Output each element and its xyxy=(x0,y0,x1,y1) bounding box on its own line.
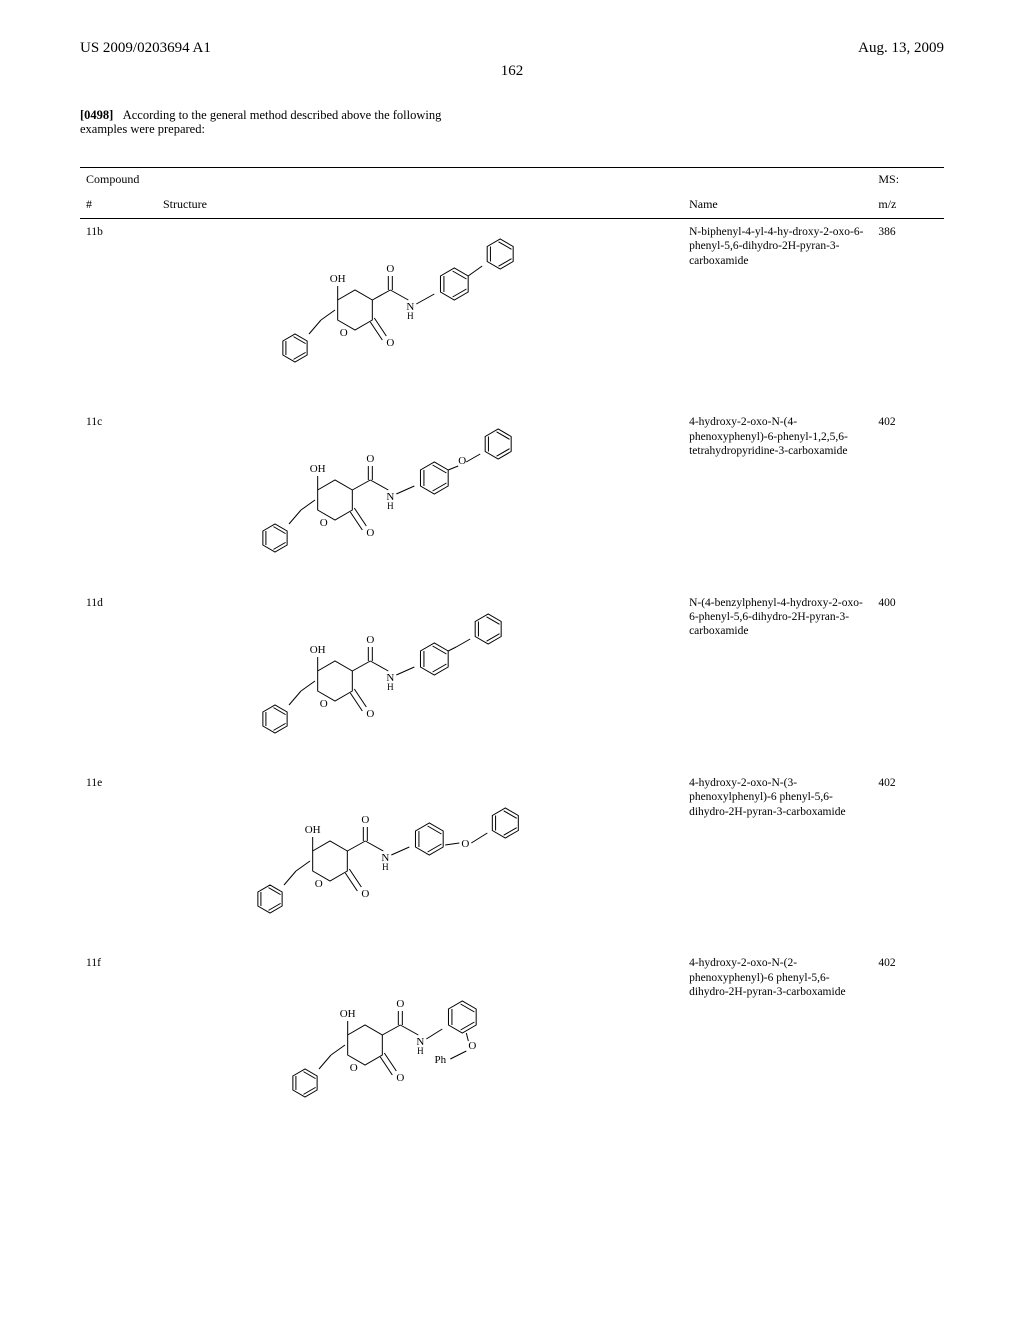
col-header-name: Name xyxy=(683,193,872,219)
compound-structure: OHONHOOO xyxy=(157,770,683,950)
table-row: 11cOHONHOOO4-hydroxy-2-oxo-N-(4-phenoxyp… xyxy=(80,409,944,589)
svg-text:OH: OH xyxy=(310,644,326,656)
patent-date: Aug. 13, 2009 xyxy=(858,40,944,57)
svg-text:H: H xyxy=(387,682,394,692)
svg-text:O: O xyxy=(386,337,394,349)
table-row: 11dOHONHOON-(4-benzylphenyl-4-hydroxy-2-… xyxy=(80,590,944,770)
svg-text:H: H xyxy=(387,501,394,511)
compound-mz: 402 xyxy=(872,950,944,1150)
compound-structure: OHONHOOOPh xyxy=(157,950,683,1150)
col-header-top-structure xyxy=(157,167,683,193)
patent-number: US 2009/0203694 A1 xyxy=(80,40,211,57)
col-header-structure: Structure xyxy=(157,193,683,219)
page-header: US 2009/0203694 A1 Aug. 13, 2009 xyxy=(80,40,944,57)
compound-name: N-biphenyl-4-yl-4-hy-droxy-2-oxo-6-pheny… xyxy=(683,218,872,409)
paragraph-text: According to the general method describe… xyxy=(80,108,441,136)
svg-text:OH: OH xyxy=(330,273,346,285)
svg-text:OH: OH xyxy=(310,463,326,475)
compound-structure: OHONHOOO xyxy=(157,409,683,589)
compound-name: 4-hydroxy-2-oxo-N-(2-phenoxyphenyl)-6 ph… xyxy=(683,950,872,1150)
svg-text:OH: OH xyxy=(340,1008,356,1020)
compound-mz: 400 xyxy=(872,590,944,770)
table-row: 11bOHONHOON-biphenyl-4-yl-4-hy-droxy-2-o… xyxy=(80,218,944,409)
col-header-top-compound: Compound xyxy=(80,167,157,193)
compound-id: 11f xyxy=(80,950,157,1150)
svg-text:O: O xyxy=(361,888,369,900)
svg-text:H: H xyxy=(417,1046,424,1056)
body-paragraph: [0498] According to the general method d… xyxy=(80,108,460,137)
svg-text:O: O xyxy=(350,1062,358,1074)
compound-id: 11b xyxy=(80,218,157,409)
svg-text:O: O xyxy=(366,453,374,465)
col-header-top-name xyxy=(683,167,872,193)
page-number: 162 xyxy=(80,63,944,80)
svg-text:O: O xyxy=(320,698,328,710)
compound-table-body: 11bOHONHOON-biphenyl-4-yl-4-hy-droxy-2-o… xyxy=(80,218,944,1150)
svg-text:O: O xyxy=(366,708,374,720)
compound-name: N-(4-benzylphenyl-4-hydroxy-2-oxo-6-phen… xyxy=(683,590,872,770)
svg-text:O: O xyxy=(396,1072,404,1084)
svg-text:H: H xyxy=(407,311,414,321)
svg-text:O: O xyxy=(340,327,348,339)
compound-table: Compound MS: # Structure Name m/z 11bOHO… xyxy=(80,167,944,1151)
paragraph-number: [0498] xyxy=(80,108,113,122)
svg-text:O: O xyxy=(461,838,469,850)
col-header-top-mz: MS: xyxy=(872,167,944,193)
patent-page: US 2009/0203694 A1 Aug. 13, 2009 162 [04… xyxy=(0,0,1024,1320)
svg-text:H: H xyxy=(382,862,389,872)
svg-text:O: O xyxy=(458,455,466,467)
compound-name: 4-hydroxy-2-oxo-N-(4-phenoxyphenyl)-6-ph… xyxy=(683,409,872,589)
col-header-id: # xyxy=(80,193,157,219)
compound-mz: 402 xyxy=(872,770,944,950)
compound-structure: OHONHOO xyxy=(157,590,683,770)
table-row: 11fOHONHOOOPh4-hydroxy-2-oxo-N-(2-phenox… xyxy=(80,950,944,1150)
svg-text:O: O xyxy=(396,998,404,1010)
compound-id: 11d xyxy=(80,590,157,770)
svg-text:Ph: Ph xyxy=(435,1054,447,1066)
svg-text:OH: OH xyxy=(305,824,321,836)
svg-text:O: O xyxy=(366,634,374,646)
svg-text:O: O xyxy=(361,814,369,826)
svg-text:O: O xyxy=(315,878,323,890)
compound-id: 11e xyxy=(80,770,157,950)
compound-id: 11c xyxy=(80,409,157,589)
compound-structure: OHONHOO xyxy=(157,218,683,409)
compound-mz: 402 xyxy=(872,409,944,589)
col-header-mz: m/z xyxy=(872,193,944,219)
compound-mz: 386 xyxy=(872,218,944,409)
svg-text:O: O xyxy=(320,517,328,529)
compound-name: 4-hydroxy-2-oxo-N-(3-phenoxylphenyl)-6 p… xyxy=(683,770,872,950)
table-row: 11eOHONHOOO4-hydroxy-2-oxo-N-(3-phenoxyl… xyxy=(80,770,944,950)
svg-text:O: O xyxy=(386,263,394,275)
svg-text:O: O xyxy=(468,1040,476,1052)
svg-text:O: O xyxy=(366,527,374,539)
